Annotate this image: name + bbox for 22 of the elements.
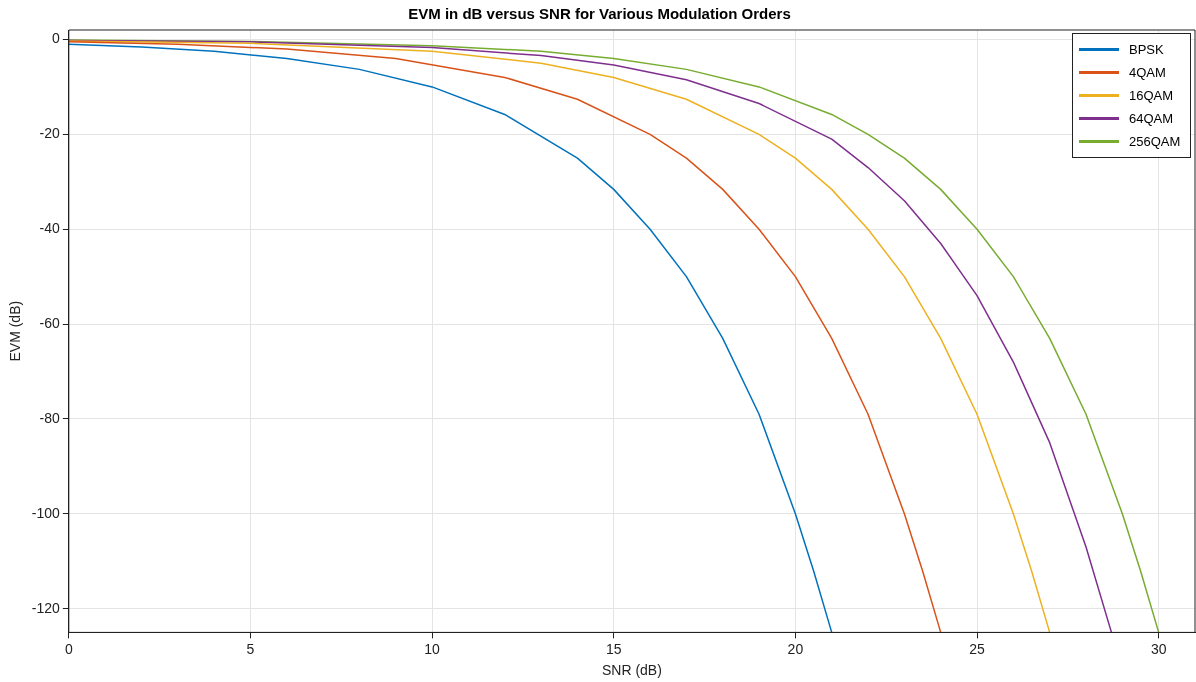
x-tick-label: 15 xyxy=(605,640,622,657)
legend-label: 4QAM xyxy=(1129,65,1166,80)
y-tick-label: 0 xyxy=(52,30,61,47)
y-tick-label: -40 xyxy=(39,220,61,237)
legend-label: 256QAM xyxy=(1129,134,1181,149)
x-tick-label: 30 xyxy=(1150,640,1167,657)
y-axis-title: EVM (dB) xyxy=(7,300,24,362)
legend-label: 16QAM xyxy=(1129,88,1174,103)
x-tick-label: 0 xyxy=(64,640,73,657)
legend-label: BPSK xyxy=(1129,42,1164,57)
y-tick-label: -100 xyxy=(31,504,61,521)
y-tick-label: -60 xyxy=(39,314,61,331)
x-axis-title: SNR (dB) xyxy=(601,662,662,679)
y-tick-label: -80 xyxy=(39,409,61,426)
x-tick-label: 5 xyxy=(246,640,255,657)
chart-title: EVM in dB versus SNR for Various Modulation Orders xyxy=(408,5,791,23)
y-tick-label: -120 xyxy=(31,599,61,616)
y-tick-label: -20 xyxy=(39,125,61,142)
x-tick-label: 25 xyxy=(969,640,986,657)
x-tick-label: 20 xyxy=(787,640,804,657)
x-tick-label: 10 xyxy=(424,640,441,657)
legend-label: 64QAM xyxy=(1129,111,1174,126)
